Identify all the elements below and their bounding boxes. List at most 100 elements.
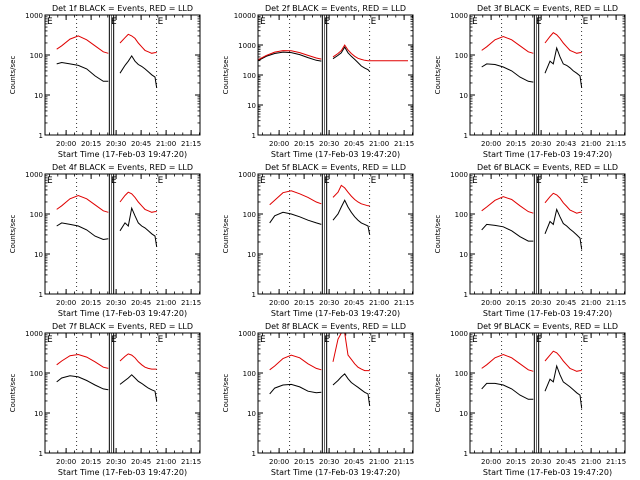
- series-line-lld-seg1: [119, 33, 157, 54]
- x-tick-label: 21:15: [181, 140, 201, 148]
- x-tick-label: 21:15: [606, 140, 626, 148]
- y-tick-label: 1000: [450, 12, 468, 20]
- x-tick-label: 21:15: [394, 458, 414, 466]
- y-tick-label: 100: [243, 72, 256, 80]
- event-marker-label: E: [260, 335, 266, 345]
- series-line-events-seg1: [119, 54, 158, 89]
- panel-title: Det 6f BLACK = Events, RED = LLD: [477, 163, 618, 172]
- series-line-events: [481, 382, 534, 400]
- y-tick-label: 1000: [450, 171, 468, 179]
- x-tick-label: 21:00: [369, 458, 389, 466]
- plot-frame: [257, 332, 414, 454]
- x-tick-label: 20:30: [106, 458, 126, 466]
- series-line-events: [56, 61, 109, 82]
- event-marker-label: E: [536, 335, 542, 345]
- y-tick-label: 1: [39, 132, 43, 140]
- x-tick-label: 20:30: [106, 140, 126, 148]
- y-axis-label: Counts/sec: [222, 215, 230, 254]
- x-tick-label: 20:30: [319, 140, 339, 148]
- series-line-events-seg1: [119, 206, 158, 248]
- x-tick-label: 20:00: [481, 299, 501, 307]
- y-tick-label: 10000: [234, 12, 256, 20]
- x-axis-label: Start Time (17-Feb-03 19:47:20): [271, 468, 400, 477]
- x-tick-label: 20:15: [294, 299, 314, 307]
- panel-title: Det 8f BLACK = Events, RED = LLD: [265, 322, 406, 331]
- plot-frame: [44, 173, 201, 295]
- y-tick-label: 1: [252, 132, 256, 140]
- y-tick-label: 100: [30, 211, 43, 219]
- x-tick-label: 21:00: [581, 299, 601, 307]
- series-line-lld: [481, 353, 534, 372]
- x-tick-label: 21:00: [369, 140, 389, 148]
- y-tick-label: 1: [464, 291, 468, 299]
- y-tick-label: 10: [34, 410, 43, 418]
- y-tick-label: 10: [459, 251, 468, 259]
- x-tick-label: 21:15: [181, 299, 201, 307]
- y-tick-label: 1000: [238, 330, 256, 338]
- panel-6f: Det 6f BLACK = Events, RED = LLD Counts/s…: [434, 163, 626, 318]
- series-line-events: [481, 63, 534, 83]
- x-tick-label: 20:15: [506, 458, 526, 466]
- event-marker-label: E: [371, 17, 377, 27]
- y-tick-label: 10: [34, 92, 43, 100]
- event-marker-label: E: [472, 17, 478, 27]
- x-tick-label: 20:43: [556, 140, 576, 148]
- event-marker-label: E: [371, 335, 377, 345]
- panel-title: Det 7f BLACK = Events, RED = LLD: [52, 322, 193, 331]
- series-line-lld-seg1: [544, 350, 582, 372]
- x-tick-label: 21:00: [581, 458, 601, 466]
- event-marker-label: E: [111, 176, 117, 186]
- event-marker-label: E: [472, 335, 478, 345]
- series-line-events: [269, 383, 322, 395]
- x-tick-label: 20:30: [531, 140, 551, 148]
- x-tick-label: 20:45: [344, 140, 364, 148]
- y-tick-label: 100: [455, 52, 468, 60]
- event-marker-label: E: [47, 335, 53, 345]
- series-line-events: [481, 223, 534, 242]
- x-tick-label: 20:00: [481, 140, 501, 148]
- panel-9f: Det 9f BLACK = Events, RED = LLD Counts/s…: [434, 322, 626, 477]
- y-tick-label: 10: [247, 251, 256, 259]
- x-tick-label: 21:00: [369, 299, 389, 307]
- y-tick-label: 10: [459, 410, 468, 418]
- event-marker-label: E: [583, 335, 589, 345]
- y-tick-label: 10: [247, 410, 256, 418]
- series-line-events-seg1: [544, 46, 583, 89]
- panel-5f: Det 5f BLACK = Events, RED = LLD Counts/s…: [222, 163, 414, 318]
- plot-frame: [469, 14, 626, 136]
- x-tick-label: 21:15: [394, 299, 414, 307]
- event-marker-label: E: [536, 176, 542, 186]
- x-tick-label: 20:45: [131, 299, 151, 307]
- series-line-lld-seg1: [332, 44, 408, 62]
- x-tick-label: 20:00: [269, 458, 289, 466]
- series-line-events-seg1: [332, 373, 371, 407]
- panel-title: Det 3f BLACK = Events, RED = LLD: [477, 4, 618, 13]
- event-marker-label: E: [536, 17, 542, 27]
- event-marker-label: E: [324, 176, 330, 186]
- y-tick-label: 100: [30, 370, 43, 378]
- x-tick-label: 20:00: [56, 458, 76, 466]
- x-axis-label: Start Time (17-Feb-03 19:47:20): [271, 150, 400, 159]
- y-tick-label: 1000: [25, 12, 43, 20]
- series-line-events-seg1: [544, 364, 583, 409]
- x-tick-label: 20:30: [531, 299, 551, 307]
- y-tick-label: 1: [464, 450, 468, 458]
- x-tick-label: 20:15: [81, 140, 101, 148]
- plot-frame: [44, 14, 201, 136]
- y-axis-label: Counts/sec: [9, 374, 17, 413]
- x-tick-label: 20:00: [269, 140, 289, 148]
- event-marker-label: E: [371, 176, 377, 186]
- event-marker-label: E: [472, 176, 478, 186]
- y-axis-label: Counts/sec: [434, 215, 442, 254]
- x-tick-label: 20:45: [556, 458, 576, 466]
- series-line-lld: [269, 190, 322, 206]
- event-marker-label: E: [47, 176, 53, 186]
- y-tick-label: 1: [39, 291, 43, 299]
- series-line-lld-seg1: [119, 191, 157, 213]
- panel-4f: Det 4f BLACK = Events, RED = LLD Counts/s…: [9, 163, 201, 318]
- x-tick-label: 20:45: [344, 458, 364, 466]
- y-axis-label: Counts/sec: [434, 56, 442, 95]
- x-axis-label: Start Time (17-Feb-03 19:47:20): [483, 468, 612, 477]
- y-tick-label: 1: [464, 132, 468, 140]
